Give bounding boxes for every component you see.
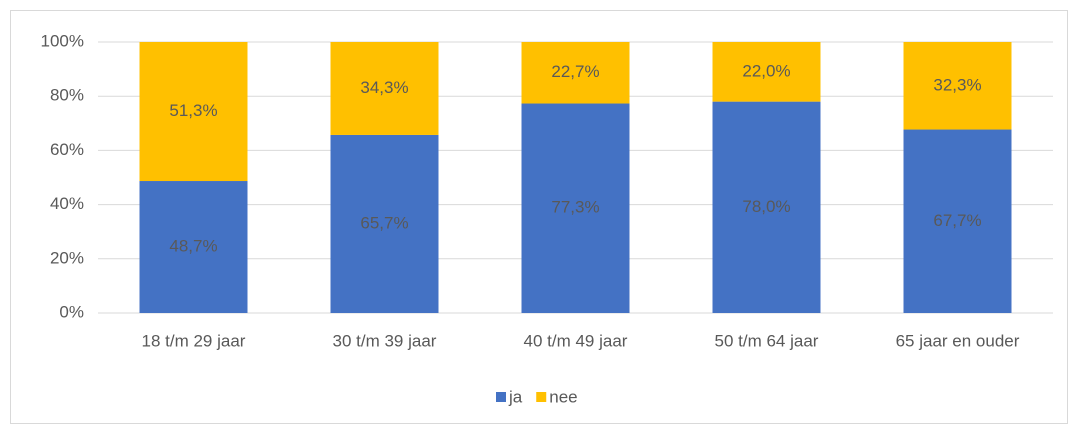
data-label: 77,3% [551,198,599,217]
y-tick-label: 100% [41,31,84,50]
legend-label: nee [549,387,577,406]
bar-segment [330,134,439,313]
data-label: 67,7% [933,211,981,230]
data-label: 65,7% [360,213,408,232]
x-tick-label: 30 t/m 39 jaar [333,331,437,350]
bar-segment [903,42,1012,130]
legend-swatch [496,392,506,402]
y-tick-label: 80% [50,86,84,105]
x-tick-label: 65 jaar en ouder [896,331,1020,350]
legend-swatch [536,392,547,402]
bar-segment [521,103,630,313]
bar-segment [139,42,248,182]
y-tick-label: 60% [50,140,84,159]
bar-segment [712,101,821,314]
x-tick-label: 40 t/m 49 jaar [524,331,628,350]
data-label: 22,7% [551,62,599,81]
x-tick-label: 18 t/m 29 jaar [142,331,246,350]
bar-segment [521,42,630,104]
data-label: 32,3% [933,75,981,94]
y-tick-label: 40% [50,194,84,213]
data-label: 48,7% [169,236,217,255]
x-tick-label: 50 t/m 64 jaar [715,331,819,350]
data-label: 78,0% [742,197,790,216]
data-label: 22,0% [742,61,790,80]
y-tick-label: 20% [50,248,84,267]
bar-segment [139,181,248,313]
data-label: 51,3% [169,101,217,120]
data-label: 34,3% [360,78,408,97]
bar-segment [330,42,439,135]
bar-segment [903,129,1012,313]
bar-segment [712,42,821,102]
legend-label: ja [508,387,523,406]
y-tick-label: 0% [59,302,84,321]
